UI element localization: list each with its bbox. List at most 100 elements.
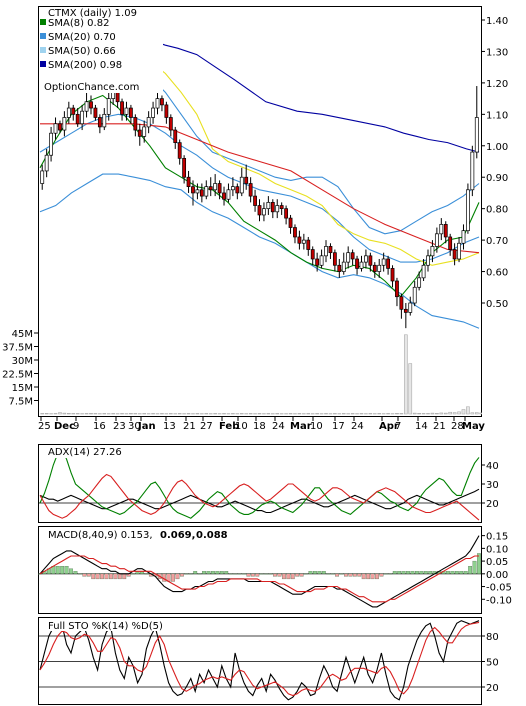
volume-bar: [275, 413, 280, 415]
macd-histogram-bar: [419, 571, 424, 574]
panel-tick-label: -0.10: [486, 595, 512, 606]
volume-bar: [435, 413, 439, 415]
candle-body: [239, 176, 244, 194]
candle-body: [257, 205, 262, 216]
volume-bar: [257, 413, 262, 415]
legend-entry: SMA(8) 0.82: [48, 18, 109, 29]
candle-body: [350, 252, 355, 260]
macd-histogram-bar: [206, 571, 211, 574]
price-tick-label: 1.40: [486, 16, 508, 27]
candle-body: [80, 110, 85, 125]
macd-histogram-bar: [375, 573, 379, 580]
macd-histogram-bar: [410, 571, 415, 574]
volume-bar: [333, 413, 337, 415]
price-tick-label: 0.80: [486, 205, 508, 216]
volume-tick-label: 22.5M: [2, 370, 33, 381]
x-tick-label: 30: [128, 421, 141, 432]
price-chart-title: CTMX (daily) 1.09: [48, 8, 137, 19]
candle-body: [439, 224, 444, 235]
panel-tick-label: 20: [486, 683, 499, 694]
macd-histogram-bar: [317, 571, 322, 574]
volume-bar: [479, 412, 482, 415]
candle-body: [412, 286, 417, 304]
macd-histogram-bar: [55, 566, 60, 574]
candle-body: [288, 217, 293, 228]
adx-series-line: [39, 448, 480, 519]
price-panel-frame: [38, 6, 482, 417]
macd-histogram-bar: [357, 573, 362, 577]
candle-body: [395, 280, 399, 298]
candle-body: [124, 107, 129, 115]
macd-title-bg: [40, 528, 226, 540]
volume-bar: [44, 413, 49, 415]
candle-body: [266, 202, 271, 210]
volume-bar: [421, 413, 426, 415]
macd-histogram-bar: [321, 571, 326, 574]
macd-histogram-bar: [339, 573, 344, 575]
x-tick-label: 27: [200, 421, 213, 432]
candle-body: [452, 249, 457, 260]
volume-bar: [102, 413, 107, 415]
volume-tick-label: 30M: [12, 356, 33, 367]
candle-body: [315, 258, 320, 266]
candle-body: [337, 264, 342, 272]
candle-body: [84, 101, 89, 112]
volume-bar: [89, 413, 93, 415]
macd-histogram-bar: [69, 568, 73, 574]
panel-tick-label: 0.15: [486, 532, 508, 543]
candle-body: [372, 264, 377, 272]
macd-histogram-bar: [64, 566, 69, 574]
macd-histogram-bar: [246, 573, 251, 577]
price-tick-label: 1.30: [486, 47, 508, 58]
x-tick-label: 24: [351, 421, 364, 432]
macd-histogram-bar: [250, 573, 255, 577]
volume-bar: [443, 412, 448, 415]
panel-tick-label: 50: [486, 658, 499, 669]
price-series-line: [108, 32, 480, 153]
macd-histogram-bar: [397, 571, 402, 574]
macd-histogram-bar: [122, 573, 127, 580]
macd-histogram-bar: [335, 573, 340, 577]
macd-histogram-bar: [188, 573, 193, 575]
candle-body: [129, 107, 133, 118]
macd-histogram-bar: [224, 571, 229, 574]
macd-histogram-bar: [454, 571, 459, 574]
candle-body: [359, 261, 364, 269]
macd-histogram-bar: [383, 573, 388, 575]
candle-body: [284, 208, 289, 219]
candle-body: [213, 183, 218, 191]
candle-body: [120, 101, 124, 115]
macd-histogram-bar: [268, 573, 273, 575]
volume-bar: [474, 412, 479, 415]
volume-bar: [40, 413, 45, 415]
x-tick-label: Mar: [290, 421, 312, 432]
candle-body: [355, 258, 359, 269]
x-tick-label: May: [462, 421, 485, 432]
x-tick-label: 10: [235, 421, 248, 432]
macd-histogram-bar: [428, 571, 433, 574]
price-tick-label: 0.90: [486, 173, 508, 184]
candle-body: [58, 123, 62, 131]
macd-histogram-bar: [423, 571, 428, 574]
price-tick-label: 1.00: [486, 142, 508, 153]
x-tick-label: 24: [272, 421, 285, 432]
volume-bar: [53, 413, 58, 415]
candle-body: [66, 107, 71, 118]
macd-histogram-bar: [450, 571, 455, 574]
volume-bar: [399, 413, 404, 415]
macd-histogram-bar: [281, 573, 286, 580]
volume-bar: [386, 413, 390, 415]
macd-histogram-bar: [459, 571, 464, 574]
volume-tick-label: 45M: [12, 329, 33, 340]
candle-body: [301, 239, 306, 244]
volume-bar: [142, 413, 147, 415]
candle-body: [434, 233, 439, 247]
candle-body: [399, 296, 404, 310]
candle-body: [297, 236, 302, 244]
macd-histogram-bar: [113, 573, 118, 580]
candle-body: [310, 249, 315, 260]
volume-bar: [359, 413, 364, 415]
legend-entry: SMA(20) 0.70: [48, 32, 116, 43]
candle-body: [230, 186, 235, 191]
macd-histogram-bar: [290, 573, 295, 580]
